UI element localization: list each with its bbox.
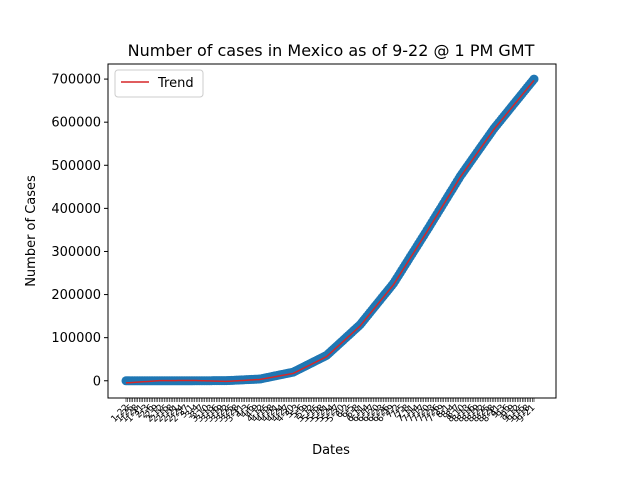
chart-title: Number of cases in Mexico as of 9-22 @ 1… bbox=[128, 41, 535, 60]
legend-trend-label: Trend bbox=[157, 76, 194, 91]
data-point bbox=[529, 74, 539, 84]
y-tick-label: 300000 bbox=[51, 245, 101, 260]
y-tick-label: 500000 bbox=[51, 159, 101, 174]
x-axis-ticks: 1-221-251-281-312-32-62-92-122-152-182-2… bbox=[110, 398, 537, 425]
x-axis-label: Dates bbox=[312, 443, 350, 458]
y-tick-label: 600000 bbox=[51, 116, 101, 131]
legend-box bbox=[114, 69, 204, 98]
y-tick-label: 0 bbox=[93, 374, 101, 389]
plot-frame bbox=[107, 63, 557, 399]
y-tick-label: 400000 bbox=[51, 202, 101, 217]
y-axis-ticks: 0 100000 200000 300000 400000 500000 600000 700… bbox=[51, 73, 108, 389]
y-tick-label: 100000 bbox=[51, 331, 101, 346]
plot-area: 0 100000 200000 300000 400000 500000 600000 700… bbox=[51, 63, 557, 425]
legend: Trend bbox=[114, 69, 204, 98]
trend-line bbox=[125, 79, 535, 384]
y-tick-label: 700000 bbox=[51, 73, 101, 88]
y-tick-label: 200000 bbox=[51, 288, 101, 303]
y-axis-label: Number of Cases bbox=[24, 175, 39, 287]
